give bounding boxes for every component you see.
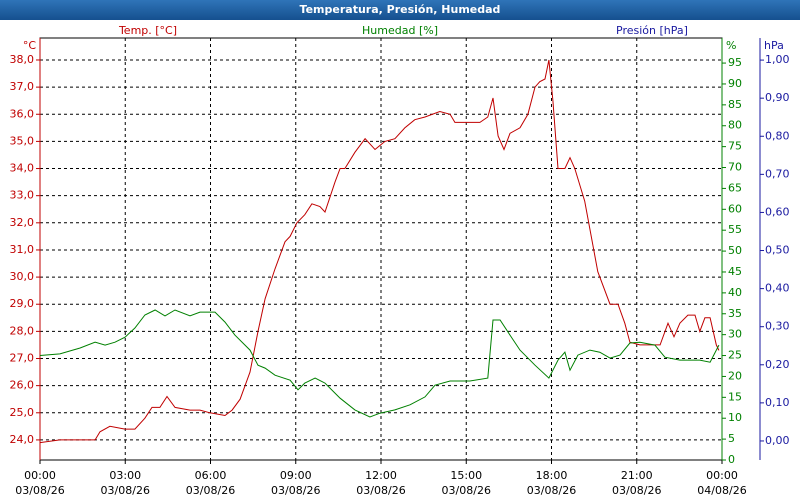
x-tick-date: 03/08/26	[356, 484, 405, 497]
x-tick-label: 06:00	[195, 469, 227, 482]
y3-tick-label: 0,00	[765, 434, 790, 447]
y-tick-label: 33,0	[10, 189, 35, 202]
y2-tick-label: 5	[728, 432, 735, 445]
y-unit: °C	[23, 39, 37, 52]
y2-tick-label: 20	[728, 369, 742, 382]
x-tick-date: 03/08/26	[527, 484, 576, 497]
y2-tick-label: 10	[728, 411, 742, 424]
y-tick-label: 24,0	[10, 433, 35, 446]
y2-tick-label: 75	[728, 140, 742, 153]
y2-tick-label: 90	[728, 77, 742, 90]
y-tick-label: 34,0	[10, 162, 35, 175]
x-tick-date: 03/08/26	[101, 484, 150, 497]
y2-tick-label: 30	[728, 328, 742, 341]
chart-title: Temperatura, Presión, Humedad	[300, 3, 501, 16]
series-line	[39, 309, 720, 418]
x-tick-date: 03/08/26	[15, 484, 64, 497]
y-tick-label: 38,0	[10, 53, 35, 66]
x-tick-label: 03:00	[109, 469, 141, 482]
y-tick-label: 26,0	[10, 379, 35, 392]
y3-tick-label: 0,80	[765, 129, 790, 142]
x-tick-label: 12:00	[365, 469, 397, 482]
y2-tick-label: 35	[728, 307, 742, 320]
y3-tick-label: 0,10	[765, 396, 790, 409]
y-tick-label: 32,0	[10, 216, 35, 229]
x-tick-date: 03/08/26	[271, 484, 320, 497]
y3-tick-label: 0,30	[765, 320, 790, 333]
y2-tick-label: 85	[728, 98, 742, 111]
y3-tick-label: 0,40	[765, 282, 790, 295]
y2-tick-label: 65	[728, 181, 742, 194]
y3-unit: hPa	[764, 39, 784, 52]
y-tick-label: 28,0	[10, 324, 35, 337]
y2-tick-label: 70	[728, 161, 742, 174]
x-tick-label: 18:00	[536, 469, 568, 482]
y-tick-label: 27,0	[10, 352, 35, 365]
y3-tick-label: 1,00	[765, 53, 790, 66]
y2-tick-label: 40	[728, 286, 742, 299]
y2-tick-label: 45	[728, 265, 742, 278]
y-axis-label: Temp. [°C]	[118, 24, 177, 37]
x-tick-date: 03/08/26	[612, 484, 661, 497]
y3-tick-label: 0,20	[765, 358, 790, 371]
x-tick-label: 15:00	[450, 469, 482, 482]
x-tick-label: 21:00	[621, 469, 653, 482]
y2-tick-label: 50	[728, 244, 742, 257]
x-tick-label: 09:00	[280, 469, 312, 482]
y3-tick-label: 0,70	[765, 167, 790, 180]
y-tick-label: 36,0	[10, 107, 35, 120]
y2-tick-label: 15	[728, 390, 742, 403]
x-tick-date: 04/08/26	[697, 484, 746, 497]
y2-tick-label: 55	[728, 223, 742, 236]
x-tick-date: 03/08/26	[442, 484, 491, 497]
y3-tick-label: 0,90	[765, 91, 790, 104]
x-tick-label: 00:00	[24, 469, 56, 482]
y-tick-label: 35,0	[10, 134, 35, 147]
series-line	[39, 59, 720, 444]
y-tick-label: 30,0	[10, 270, 35, 283]
x-tick-label: 00:00	[706, 469, 738, 482]
y2-tick-label: 95	[728, 56, 742, 69]
y2-tick-label: 25	[728, 349, 742, 362]
y2-tick-label: 60	[728, 202, 742, 215]
y-tick-label: 25,0	[10, 406, 35, 419]
y3-tick-label: 0,50	[765, 244, 790, 257]
y3-axis-label: Presión [hPa]	[616, 24, 688, 37]
y2-axis-label: Humedad [%]	[362, 24, 438, 37]
title-bar	[0, 0, 800, 20]
y-tick-label: 31,0	[10, 243, 35, 256]
y-tick-label: 37,0	[10, 80, 35, 93]
y-tick-label: 29,0	[10, 297, 35, 310]
y2-tick-label: 80	[728, 119, 742, 132]
y3-tick-label: 0,60	[765, 205, 790, 218]
y2-unit: %	[726, 39, 736, 52]
x-tick-date: 03/08/26	[186, 484, 235, 497]
y2-tick-label: 0	[728, 453, 735, 466]
